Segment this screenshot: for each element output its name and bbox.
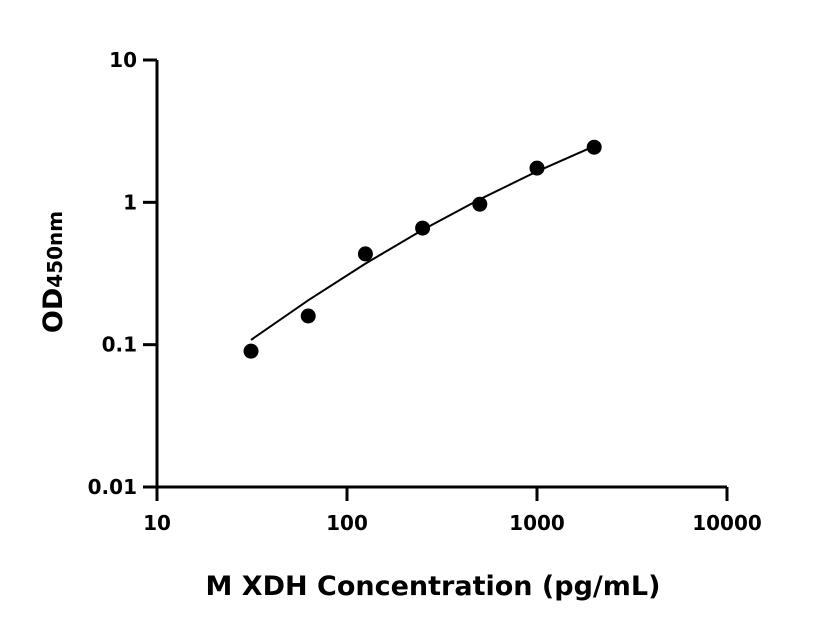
data-point xyxy=(300,308,316,324)
data-point xyxy=(529,160,545,176)
x-tick-label: 10 xyxy=(143,511,171,535)
data-point xyxy=(243,343,259,359)
y-tick-label: 10 xyxy=(109,48,137,72)
x-ticks: 10 100 1000 10000 xyxy=(143,487,762,535)
y-ticks: 0.01 0.1 1 10 xyxy=(88,48,157,499)
data-point xyxy=(472,196,488,212)
data-point xyxy=(357,246,373,262)
data-point xyxy=(586,139,602,155)
y-tick-label: 1 xyxy=(123,190,137,214)
axes xyxy=(155,60,727,489)
data-points xyxy=(243,139,602,359)
y-tick-label: 0.01 xyxy=(88,475,137,499)
x-tick-label: 1000 xyxy=(509,511,565,535)
y-tick-label: 0.1 xyxy=(102,333,137,357)
x-tick-label: 10000 xyxy=(692,511,762,535)
x-axis-title: M XDH Concentration (pg/mL) xyxy=(206,571,661,602)
x-tick-label: 100 xyxy=(326,511,368,535)
data-point xyxy=(415,220,431,236)
y-axis-title: OD450nm xyxy=(38,211,69,333)
y-axis-title-main: OD xyxy=(38,288,69,333)
y-axis-title-subscript: 450nm xyxy=(43,211,67,288)
fit-curve xyxy=(250,145,595,341)
